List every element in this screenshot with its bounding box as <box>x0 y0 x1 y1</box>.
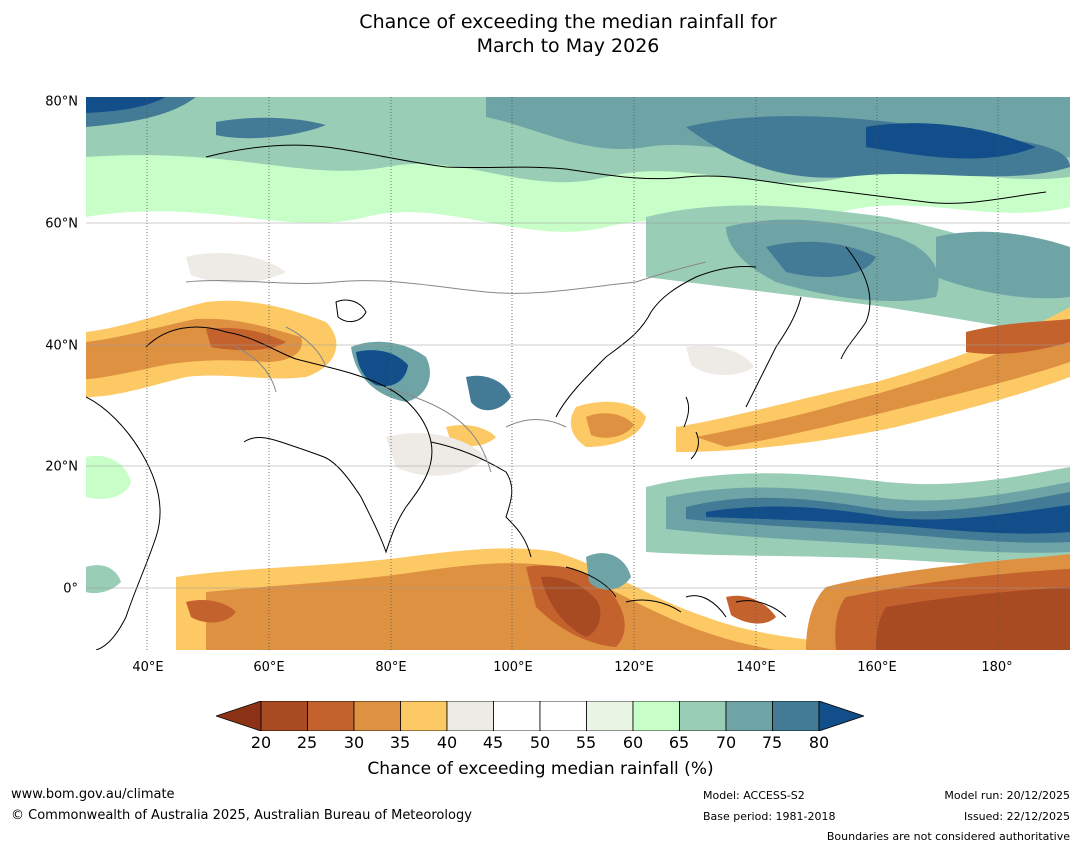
colorbar-swatch-55-60 <box>586 701 634 731</box>
lon-label-40e: 40°E <box>132 660 164 675</box>
rainfall-map-svg <box>86 97 1070 650</box>
colorbar-tick-20: 20 <box>250 733 272 752</box>
colorbar-tick-45: 45 <box>482 733 504 752</box>
colorbar-swatch-70-75 <box>725 701 773 731</box>
colorbar-tick-70: 70 <box>715 733 737 752</box>
lon-label-180: 180° <box>981 660 1013 675</box>
lon-label-100e: 100°E <box>493 660 533 675</box>
colorbar-swatch-20-25 <box>260 701 308 731</box>
lon-label-60e: 60°E <box>253 660 285 675</box>
lat-label-80n: 80°N <box>45 94 78 110</box>
colorbar-under-arrow <box>216 701 262 731</box>
colorbar-swatch-40-45 <box>446 701 494 731</box>
lat-label-20n: 20°N <box>45 459 78 475</box>
map-title: Chance of exceeding the median rainfall … <box>0 10 1081 58</box>
colorbar-tick-50: 50 <box>529 733 551 752</box>
colorbar-tick-65: 65 <box>668 733 690 752</box>
colorbar-swatch-45-50 <box>493 701 541 731</box>
colorbar-over-arrow <box>818 701 864 731</box>
lon-label-160e: 160°E <box>857 660 897 675</box>
lon-label-140e: 140°E <box>736 660 776 675</box>
rainfall-map[interactable] <box>86 97 1070 650</box>
colorbar-swatch-75-80 <box>772 701 820 731</box>
lat-label-60n: 60°N <box>45 216 78 232</box>
lon-label-80e: 80°E <box>375 660 407 675</box>
colorbar <box>216 701 864 731</box>
footer-issued: Issued: 22/12/2025 <box>963 810 1070 823</box>
lon-label-120e: 120°E <box>614 660 654 675</box>
footer-base-period: Base period: 1981-2018 <box>703 810 836 823</box>
colorbar-tick-55: 55 <box>575 733 597 752</box>
colorbar-swatch-35-40 <box>400 701 448 731</box>
colorbar-tick-35: 35 <box>389 733 411 752</box>
footer-url[interactable]: www.bom.gov.au/climate <box>11 787 175 802</box>
colorbar-label: Chance of exceeding median rainfall (%) <box>367 759 714 779</box>
title-line-2: March to May 2026 <box>476 35 660 57</box>
title-line-1: Chance of exceeding the median rainfall … <box>359 11 777 33</box>
colorbar-tick-40: 40 <box>436 733 458 752</box>
colorbar-tick-30: 30 <box>343 733 365 752</box>
footer-model: Model: ACCESS-S2 <box>703 789 805 802</box>
lat-label-40n: 40°N <box>45 338 78 354</box>
colorbar-tick-25: 25 <box>296 733 318 752</box>
colorbar-tick-75: 75 <box>761 733 783 752</box>
colorbar-tick-60: 60 <box>622 733 644 752</box>
colorbar-swatch-60-65 <box>632 701 680 731</box>
colorbar-swatch-25-30 <box>307 701 355 731</box>
colorbar-tick-80: 80 <box>808 733 830 752</box>
colorbar-swatch-65-70 <box>679 701 727 731</box>
footer-copyright: © Commonwealth of Australia 2025, Austra… <box>11 808 472 823</box>
lat-label-equator: 0° <box>63 581 78 597</box>
colorbar-swatch-30-35 <box>353 701 401 731</box>
colorbar-swatch-50-55 <box>539 701 587 731</box>
footer-model-run: Model run: 20/12/2025 <box>944 789 1070 802</box>
footer-disclaimer: Boundaries are not considered authoritat… <box>826 830 1070 843</box>
